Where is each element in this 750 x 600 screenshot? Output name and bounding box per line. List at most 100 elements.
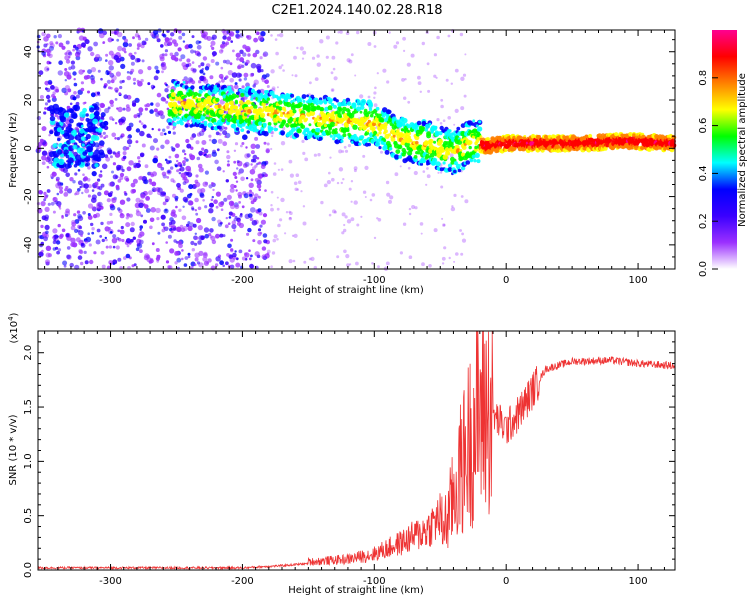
spectrogram-noise-point bbox=[126, 139, 133, 145]
spectrogram-noise-point bbox=[359, 94, 364, 99]
spectrogram-noise-point bbox=[188, 184, 194, 190]
spectrogram-cluster-point bbox=[79, 128, 85, 134]
spectrogram-noise-point bbox=[234, 82, 238, 86]
spectrogram-noise-point bbox=[234, 142, 239, 146]
spectrogram-noise-point bbox=[125, 106, 131, 112]
spectrogram-cluster-point bbox=[64, 163, 71, 169]
spectrogram-noise-point bbox=[371, 193, 376, 197]
colorbar: 0.0 0.2 0.4 0.6 0.8 Normalized spectral ampl… bbox=[698, 30, 748, 277]
spectrogram-ridge-point bbox=[474, 152, 480, 158]
spectrogram-noise-point bbox=[208, 232, 212, 237]
spectrogram-noise-point bbox=[116, 167, 120, 171]
spectrogram-noise-point bbox=[44, 107, 47, 110]
snr-panel: -300 -200 -100 0 100 0.0 0.5 1.0 1.5 2.0 Height … bbox=[7, 312, 676, 596]
spectrogram-noise-point bbox=[71, 219, 76, 225]
spectrogram-noise-point bbox=[225, 179, 229, 183]
spectrogram-noise-point bbox=[96, 91, 101, 95]
spectrogram-ridge-point bbox=[381, 114, 386, 118]
spectrogram-noise-point bbox=[433, 53, 437, 57]
spectrogram-noise-point bbox=[195, 212, 199, 216]
y-tick-label: -40 bbox=[23, 237, 34, 253]
spectrogram-noise-point bbox=[149, 225, 153, 230]
spectrogram-noise-point bbox=[156, 38, 161, 43]
spectrogram-noise-point bbox=[417, 75, 421, 80]
spectrogram-cluster-point bbox=[90, 140, 94, 144]
spectrogram-ridge-point bbox=[250, 89, 256, 94]
spectrogram-noise-point bbox=[215, 131, 220, 136]
spectrogram-noise-point bbox=[292, 259, 296, 263]
spectrogram-noise-point bbox=[450, 82, 453, 85]
spectrogram-noise-point bbox=[288, 210, 292, 214]
spectrogram-ridge-point bbox=[257, 99, 261, 103]
spectrogram-ridge-point bbox=[430, 130, 434, 134]
spectrogram-noise-point bbox=[48, 45, 55, 51]
colorbar-tick-label: 0.8 bbox=[698, 70, 709, 86]
spectrogram-noise-point bbox=[313, 265, 317, 270]
spectrogram-noise-point bbox=[155, 102, 161, 108]
spectrogram-ridge-point bbox=[307, 109, 311, 113]
spectrogram-noise-point bbox=[119, 199, 126, 205]
spectrogram-noise-point bbox=[58, 207, 62, 210]
spectrogram-ridge-point bbox=[318, 136, 323, 141]
spectrogram-noise-point bbox=[301, 57, 305, 60]
spectrogram-ridge-point bbox=[442, 161, 446, 165]
spectrogram-noise-point bbox=[211, 151, 217, 157]
spectrogram-noise-point bbox=[211, 51, 217, 57]
spectrogram-noise-point bbox=[270, 190, 274, 194]
spectrogram-cluster-point bbox=[66, 132, 70, 136]
spectrogram-noise-point bbox=[101, 238, 106, 243]
spectrogram-noise-point bbox=[377, 218, 382, 222]
spectrogram-ridge-point bbox=[220, 106, 224, 110]
spectrogram-noise-point bbox=[128, 122, 134, 128]
spectrogram-noise-point bbox=[110, 31, 114, 34]
spectrogram-noise-point bbox=[447, 34, 451, 38]
spectrogram-noise-point bbox=[408, 255, 413, 259]
spectrogram-noise-point bbox=[300, 190, 303, 193]
spectrogram-noise-point bbox=[191, 35, 195, 39]
spectrogram-noise-point bbox=[174, 51, 179, 57]
spectrogram-noise-point bbox=[339, 30, 343, 34]
spectrogram-noise-point bbox=[49, 50, 52, 53]
spectrogram-noise-point bbox=[196, 261, 201, 265]
spectrogram-ridge-point bbox=[226, 121, 230, 126]
spectrogram-noise-point bbox=[236, 57, 240, 61]
spectrogram-ridge-point bbox=[415, 141, 419, 145]
spectrogram-noise-point bbox=[109, 181, 115, 187]
spectrogram-noise-point bbox=[159, 191, 166, 197]
spectrogram-noise-point bbox=[210, 265, 216, 271]
spectrogram-noise-point bbox=[148, 190, 153, 196]
spectrogram-ridge-point bbox=[263, 131, 269, 137]
spectrogram-noise-point bbox=[243, 193, 249, 199]
spectrogram-noise-point bbox=[219, 260, 225, 266]
spectrogram-noise-point bbox=[128, 43, 133, 47]
spectrogram-ridge-point bbox=[311, 128, 316, 134]
spectrogram-ridge-point bbox=[333, 119, 337, 123]
spectrogram-noise-point bbox=[93, 41, 98, 47]
spectrogram-noise-point bbox=[453, 193, 457, 197]
spectrogram-noise-point bbox=[261, 246, 267, 251]
spectrogram-noise-point bbox=[246, 153, 251, 158]
spectrogram-x-ticks: -300 -200 -100 0 100 bbox=[44, 30, 665, 286]
spectrogram-noise-point bbox=[340, 181, 343, 185]
spectrogram-noise-point bbox=[364, 165, 369, 170]
spectrogram-ridge-point bbox=[355, 138, 360, 143]
spectrogram-noise-point bbox=[262, 233, 268, 238]
spectrogram-noise-point bbox=[291, 234, 295, 237]
spectrogram-noise-point bbox=[38, 70, 44, 76]
spectrogram-noise-point bbox=[316, 62, 321, 67]
spectrogram-noise-point bbox=[241, 205, 245, 209]
spectrogram-noise-point bbox=[50, 85, 55, 90]
spectrogram-cluster-point bbox=[84, 127, 90, 133]
spectrogram-cluster-point bbox=[65, 154, 70, 159]
spectrogram-noise-point bbox=[194, 257, 199, 262]
spectrogram-cluster-point bbox=[92, 118, 98, 125]
spectrogram-ridge-point bbox=[302, 99, 306, 103]
spectrogram-ridge-point bbox=[213, 121, 217, 125]
snr-background bbox=[38, 331, 675, 570]
spectrogram-noise-point bbox=[143, 179, 149, 185]
spectrogram-noise-point bbox=[248, 249, 251, 252]
spectrogram-noise-point bbox=[115, 245, 120, 250]
spectrogram-noise-point bbox=[178, 35, 183, 40]
spectrogram-noise-point bbox=[121, 79, 125, 83]
